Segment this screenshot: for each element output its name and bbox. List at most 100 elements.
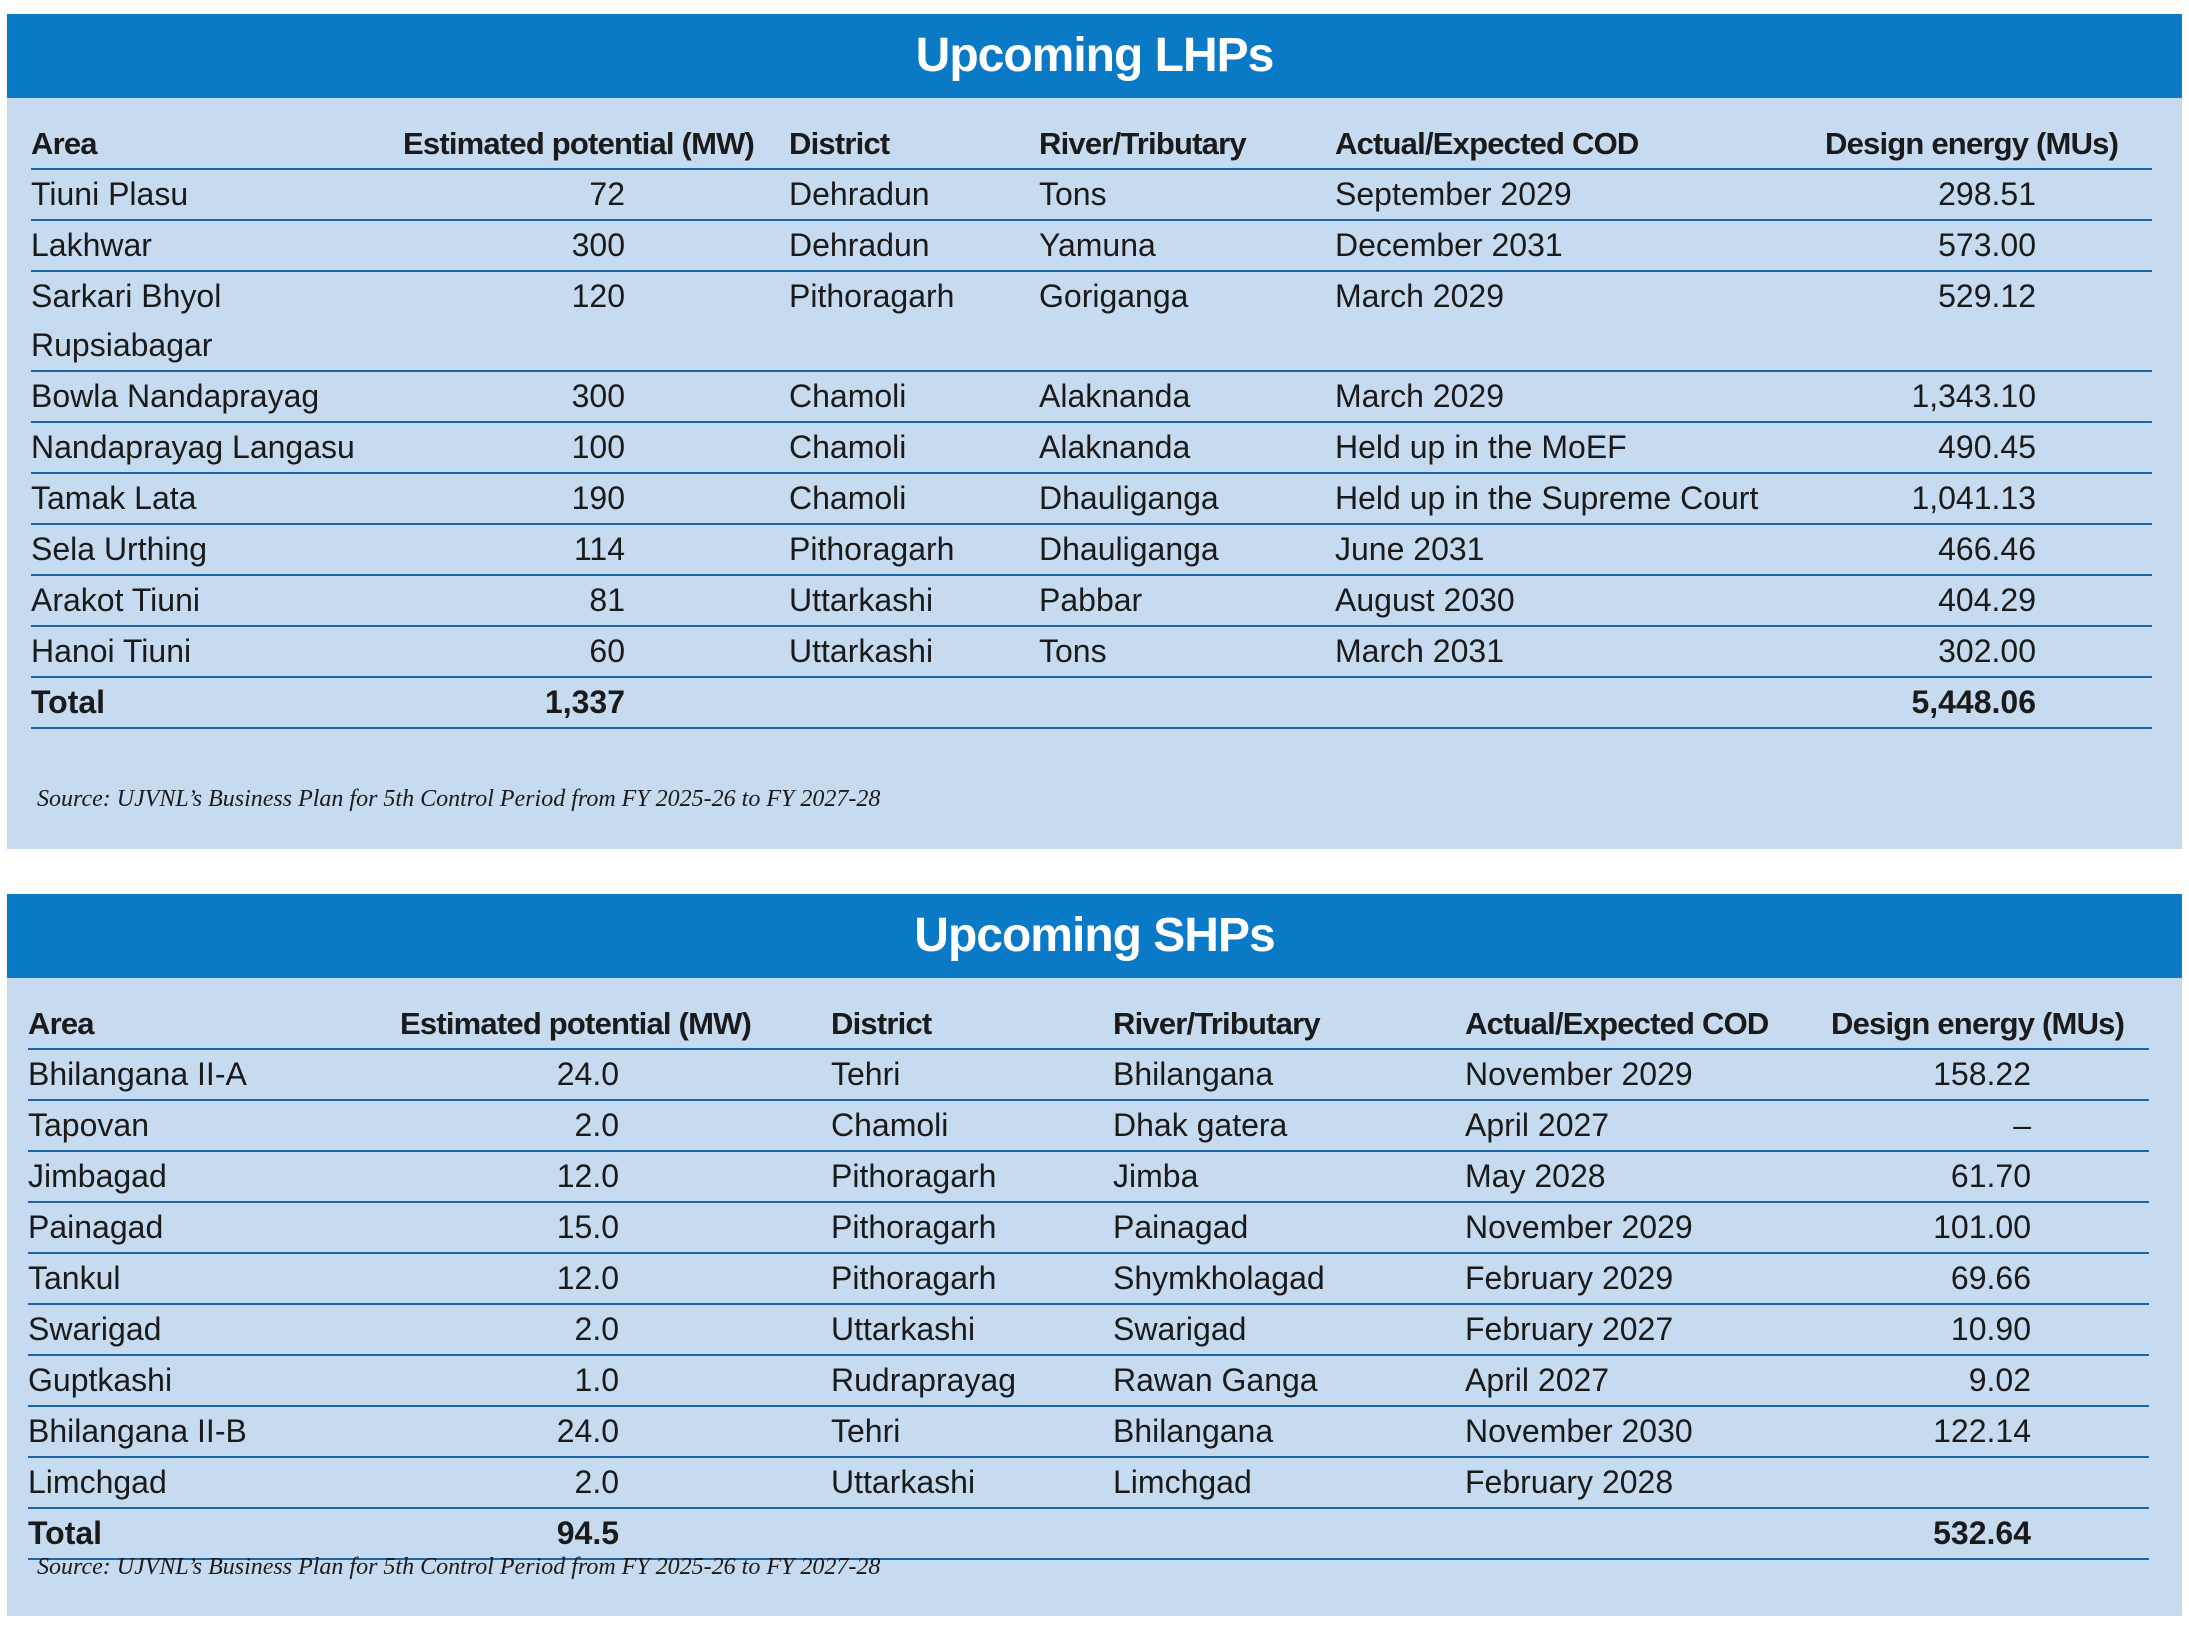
table-row: Sarkari Bhyol Rupsiabagar 120 Pithoragarh G…	[31, 271, 2152, 372]
table-cell: Chamoli	[831, 1100, 1113, 1152]
table-cell: 2.0	[400, 1304, 831, 1356]
table-cell: April 2027	[1465, 1355, 1831, 1407]
table-row: Bowla Nandaprayag 300 Chamoli Alaknanda Marc…	[31, 371, 2152, 423]
table-row: Jimbagad 12.0 Pithoragarh Jimba May 2028 61.7…	[28, 1151, 2149, 1203]
table-row: Tankul 12.0 Pithoragarh Shymkholagad Februar…	[28, 1253, 2149, 1305]
table-cell: Pabbar	[1039, 575, 1335, 627]
table-cell: April 2027	[1465, 1100, 1831, 1152]
table-cell: Pithoragarh	[789, 271, 1039, 372]
table-row: Tamak Lata 190 Chamoli Dhauliganga Held up i…	[31, 473, 2152, 525]
table-cell: Alaknanda	[1039, 371, 1335, 423]
table-cell: 94.5	[400, 1508, 831, 1560]
table-cell: 298.51	[1825, 169, 2152, 221]
column-header: River/Tributary	[1039, 119, 1335, 170]
table-cell: Tamak Lata	[31, 473, 403, 525]
table-cell: Painagad	[28, 1202, 400, 1254]
table-cell: Sarkari Bhyol Rupsiabagar	[31, 271, 403, 372]
table-cell	[1335, 677, 1825, 729]
table-cell: Tehri	[831, 1406, 1113, 1458]
table-cell: 532.64	[1831, 1508, 2149, 1560]
table-cell: Dhauliganga	[1039, 473, 1335, 525]
table-cell: March 2031	[1335, 626, 1825, 678]
table-cell: 81	[403, 575, 789, 627]
table-cell: Bhilangana II-B	[28, 1406, 400, 1458]
table-cell: Tankul	[28, 1253, 400, 1305]
table-cell	[1465, 1508, 1831, 1560]
table-cell: Tapovan	[28, 1100, 400, 1152]
panel-title: Upcoming SHPs	[7, 894, 2182, 978]
table-cell	[1113, 1508, 1465, 1560]
table-cell: 5,448.06	[1825, 677, 2152, 729]
table-cell: Total	[31, 677, 403, 729]
table-cell: November 2029	[1465, 1049, 1831, 1101]
table-cell: 15.0	[400, 1202, 831, 1254]
table-cell: 24.0	[400, 1406, 831, 1458]
table-cell: Bhilangana II-A	[28, 1049, 400, 1101]
table-cell: Pithoragarh	[789, 524, 1039, 576]
table-cell: Uttarkashi	[789, 626, 1039, 678]
table-cell: Jimba	[1113, 1151, 1465, 1203]
table-cell: 12.0	[400, 1253, 831, 1305]
table-row: Nandaprayag Langasu 100 Chamoli Alaknanda He…	[31, 422, 2152, 474]
total-row: Total 1,337 5,448.06	[31, 677, 2152, 729]
table-cell: Limchgad	[1113, 1457, 1465, 1509]
table-row: Lakhwar 300 Dehradun Yamuna December 2031 573…	[31, 220, 2152, 272]
table-cell: 60	[403, 626, 789, 678]
source-note: Source: UJVNL’s Business Plan for 5th Co…	[37, 1554, 881, 1580]
table-row: Arakot Tiuni 81 Uttarkashi Pabbar August 203…	[31, 575, 2152, 627]
table-cell: May 2028	[1465, 1151, 1831, 1203]
lhp-panel: Upcoming LHPs Area Estimated potential (M…	[7, 14, 2182, 849]
table-cell: November 2029	[1465, 1202, 1831, 1254]
table-cell: 529.12	[1825, 271, 2152, 372]
source-note: Source: UJVNL’s Business Plan for 5th Co…	[37, 786, 881, 812]
column-header: Estimated potential (MW)	[400, 999, 831, 1050]
table-row: Bhilangana II-B 24.0 Tehri Bhilangana Novemb…	[28, 1406, 2149, 1458]
table-cell: Swarigad	[28, 1304, 400, 1356]
table-cell: 190	[403, 473, 789, 525]
column-header: Actual/Expected COD	[1465, 999, 1831, 1050]
table-cell: Tehri	[831, 1049, 1113, 1101]
table-cell: 61.70	[1831, 1151, 2149, 1203]
table-cell: 101.00	[1831, 1202, 2149, 1254]
table-cell: February 2028	[1465, 1457, 1831, 1509]
table-cell: Dhak gatera	[1113, 1100, 1465, 1152]
table-cell: 10.90	[1831, 1304, 2149, 1356]
table-cell: December 2031	[1335, 220, 1825, 272]
table-cell: March 2029	[1335, 371, 1825, 423]
table-cell: 120	[403, 271, 789, 372]
column-header: Estimated potential (MW)	[403, 119, 789, 170]
shp-table: Area Estimated potential (MW) District Rive…	[28, 999, 2149, 1560]
table-cell: Shymkholagad	[1113, 1253, 1465, 1305]
total-row: Total 94.5 532.64	[28, 1508, 2149, 1560]
column-header: Area	[31, 119, 403, 170]
column-header: District	[789, 119, 1039, 170]
table-cell: 490.45	[1825, 422, 2152, 474]
table-cell: 158.22	[1831, 1049, 2149, 1101]
table-cell: August 2030	[1335, 575, 1825, 627]
table-cell: 300	[403, 371, 789, 423]
table-cell: Tons	[1039, 626, 1335, 678]
table-cell: Yamuna	[1039, 220, 1335, 272]
table-cell: Tons	[1039, 169, 1335, 221]
table-row: Sela Urthing 114 Pithoragarh Dhauliganga Jun…	[31, 524, 2152, 576]
table-cell: Bhilangana	[1113, 1049, 1465, 1101]
panel-title: Upcoming LHPs	[7, 14, 2182, 98]
table-cell: Dehradun	[789, 169, 1039, 221]
table-cell: Dhauliganga	[1039, 524, 1335, 576]
table-cell	[1831, 1457, 2149, 1509]
table-cell: Nandaprayag Langasu	[31, 422, 403, 474]
table-row: Swarigad 2.0 Uttarkashi Swarigad February 20…	[28, 1304, 2149, 1356]
table-cell: Bowla Nandaprayag	[31, 371, 403, 423]
table-cell: 1.0	[400, 1355, 831, 1407]
table-cell: 302.00	[1825, 626, 2152, 678]
table-cell: Tiuni Plasu	[31, 169, 403, 221]
table-cell	[1039, 677, 1335, 729]
table-cell: 1,041.13	[1825, 473, 2152, 525]
column-header: Area	[28, 999, 400, 1050]
table-cell: September 2029	[1335, 169, 1825, 221]
table-cell: Rawan Ganga	[1113, 1355, 1465, 1407]
table-row: Painagad 15.0 Pithoragarh Painagad November …	[28, 1202, 2149, 1254]
table-cell: Pithoragarh	[831, 1151, 1113, 1203]
table-cell: February 2027	[1465, 1304, 1831, 1356]
